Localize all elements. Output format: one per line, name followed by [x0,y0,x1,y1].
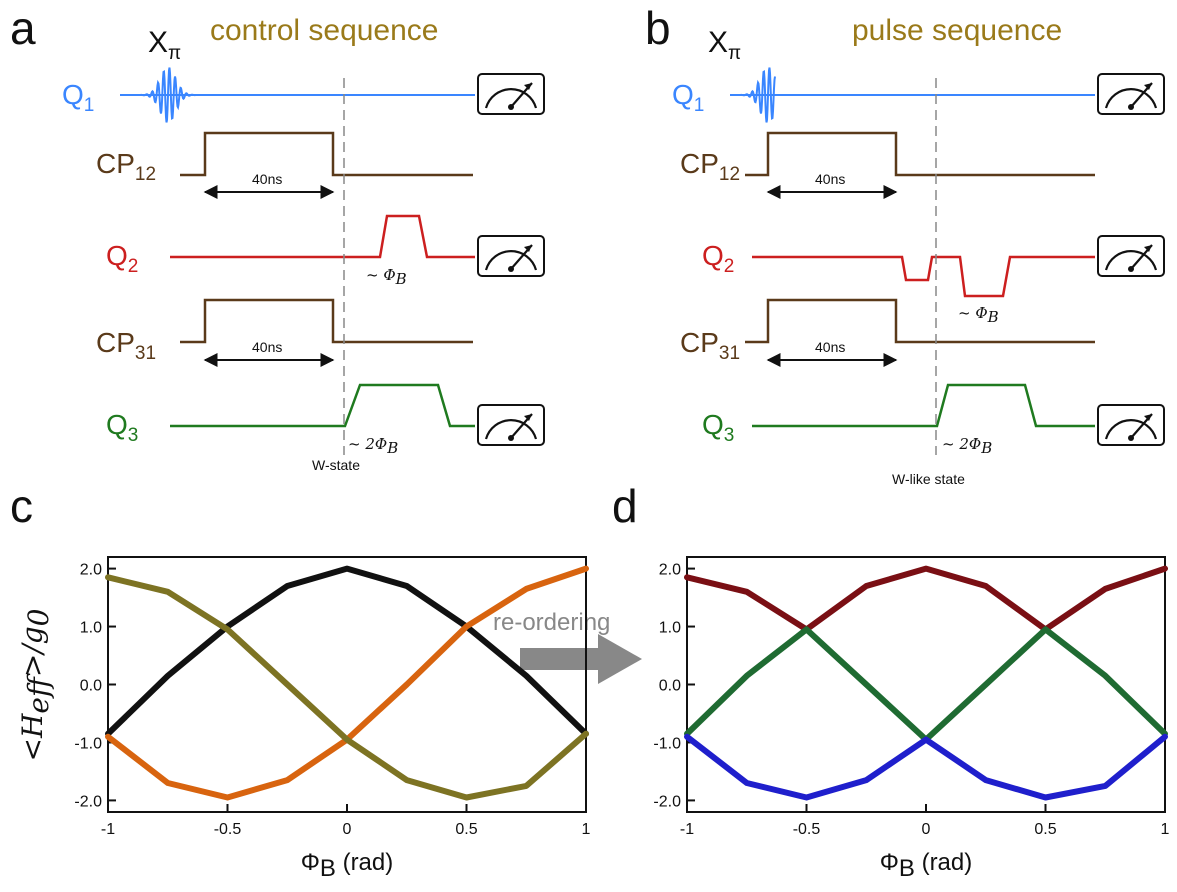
q2-amplitude-label: ~ ΦB [958,304,999,326]
chart-c: -1 -0.5 0 0.5 1 2.0 1.0 0.0 -1.0 -2.0 ΦB (rad) <H… [16,556,591,882]
chart-c-xtick-label-3: 0.5 [455,821,477,838]
chart-d-xtick-label-1: -0.5 [793,821,821,838]
q3-measurement-icon [476,403,546,447]
chart-d-series [684,565,1168,801]
panel-b-pulse-sequence: Xπ Q1 CP12 Q2 CP31 Q3 40ns ~ ΦB 40ns ~ 2… [672,26,1166,487]
panel-letter-d: d [612,480,638,532]
chart-d-ytick-label-0: 2.0 [659,562,681,579]
re-ordering-arrow: re-ordering [493,609,642,684]
cp12-label: CP12 [680,148,740,185]
panel-letter-a: a [10,2,36,54]
q2-measurement-icon [476,234,546,278]
q1-label: Q1 [672,79,704,116]
chart-c-series-1 [105,565,589,801]
cp12-pulse [180,131,473,177]
chart-c-series [105,565,589,801]
q3-amplitude-label: ~ 2ΦB [942,435,992,457]
cp31-label: CP31 [680,327,740,364]
chart-d-ytick-label-3: -1.0 [653,735,681,752]
chart-c-series-0 [105,565,589,737]
cp31-duration-label: 40ns [252,339,282,355]
cp31-pulse [180,298,473,344]
q2-amplitude-label: ~ ΦB [366,266,407,288]
xpi-pulse [125,67,210,123]
chart-d-xtick-label-0: -1 [680,821,694,838]
cp31-duration-label: 40ns [815,339,845,355]
chart-c-ylabel: <Heff>/g0 [16,609,55,762]
panel-a-control-sequence: Xπ Q1 CP12 Q2 CP31 Q3 40ns ~ ΦB 40ns ~ 2… [62,26,546,473]
xpi-label: Xπ [708,26,741,64]
chart-d-xtick-label-4: 1 [1161,821,1170,838]
chart-c-ticks: -1 -0.5 0 0.5 1 2.0 1.0 0.0 -1.0 -2.0 [74,562,590,838]
w-like-state-label: W-like state [892,471,965,487]
chart-d-series-2 [684,733,1168,801]
re-ordering-label: re-ordering [493,609,610,636]
chart-d-xlabel: ΦB (rad) [880,849,973,882]
cp12-duration-label: 40ns [815,171,845,187]
panel-letter-c: c [10,480,33,532]
q1-measurement-icon [476,72,546,116]
chart-c-xtick-label-2: 0 [343,821,352,838]
chart-d-xtick-label-3: 0.5 [1034,821,1056,838]
q2-label: Q2 [702,240,734,277]
q1-measurement-icon [1096,72,1166,116]
q3-pulse [752,383,1095,428]
cp12-pulse [745,131,1095,177]
chart-d-ytick-label-2: 0.0 [659,678,681,695]
q2-pulse [170,214,475,259]
chart-d-series-0 [684,565,1168,633]
q2-label: Q2 [106,240,138,277]
q3-pulse [170,383,475,428]
q3-amplitude-label: ~ 2ΦB [348,435,398,457]
cp31-label: CP31 [96,327,156,364]
chart-d-ticks: -1 -0.5 0 0.5 1 2.0 1.0 0.0 -1.0 -2.0 [653,562,1169,838]
chart-d-xtick-label-2: 0 [922,821,931,838]
q2-pulse [752,255,1095,298]
q3-label: Q3 [106,409,138,446]
chart-c-xlabel: ΦB (rad) [301,849,394,882]
q2-measurement-icon [1096,234,1166,278]
panel-letter-b: b [645,2,671,54]
pulse-sequence-title: pulse sequence [852,14,1062,47]
chart-c-ytick-label-2: 0.0 [80,678,102,695]
chart-c-ytick-label-0: 2.0 [80,562,102,579]
chart-c-series-2 [105,574,589,801]
chart-d: -1 -0.5 0 0.5 1 2.0 1.0 0.0 -1.0 -2.0 ΦB (rad) [653,556,1170,882]
control-sequence-title: control sequence [210,14,439,47]
cp12-duration-label: 40ns [252,171,282,187]
chart-c-ytick-label-4: -2.0 [74,793,102,810]
chart-c-xtick-label-1: -0.5 [214,821,242,838]
xpi-label: Xπ [148,26,181,64]
q3-measurement-icon [1096,403,1166,447]
chart-c-xtick-label-0: -1 [101,821,115,838]
chart-d-ytick-label-1: 1.0 [659,620,681,637]
cp31-pulse [745,298,1095,344]
chart-d-ytick-label-4: -2.0 [653,793,681,810]
q1-label: Q1 [62,79,94,116]
q3-label: Q3 [702,409,734,446]
chart-c-ytick-label-1: 1.0 [80,620,102,637]
chart-c-ytick-label-3: -1.0 [74,735,102,752]
w-state-label: W-state [312,457,360,473]
chart-d-series-1 [684,626,1168,743]
xpi-pulse [735,67,776,123]
cp12-label: CP12 [96,148,156,185]
chart-c-xtick-label-4: 1 [582,821,591,838]
